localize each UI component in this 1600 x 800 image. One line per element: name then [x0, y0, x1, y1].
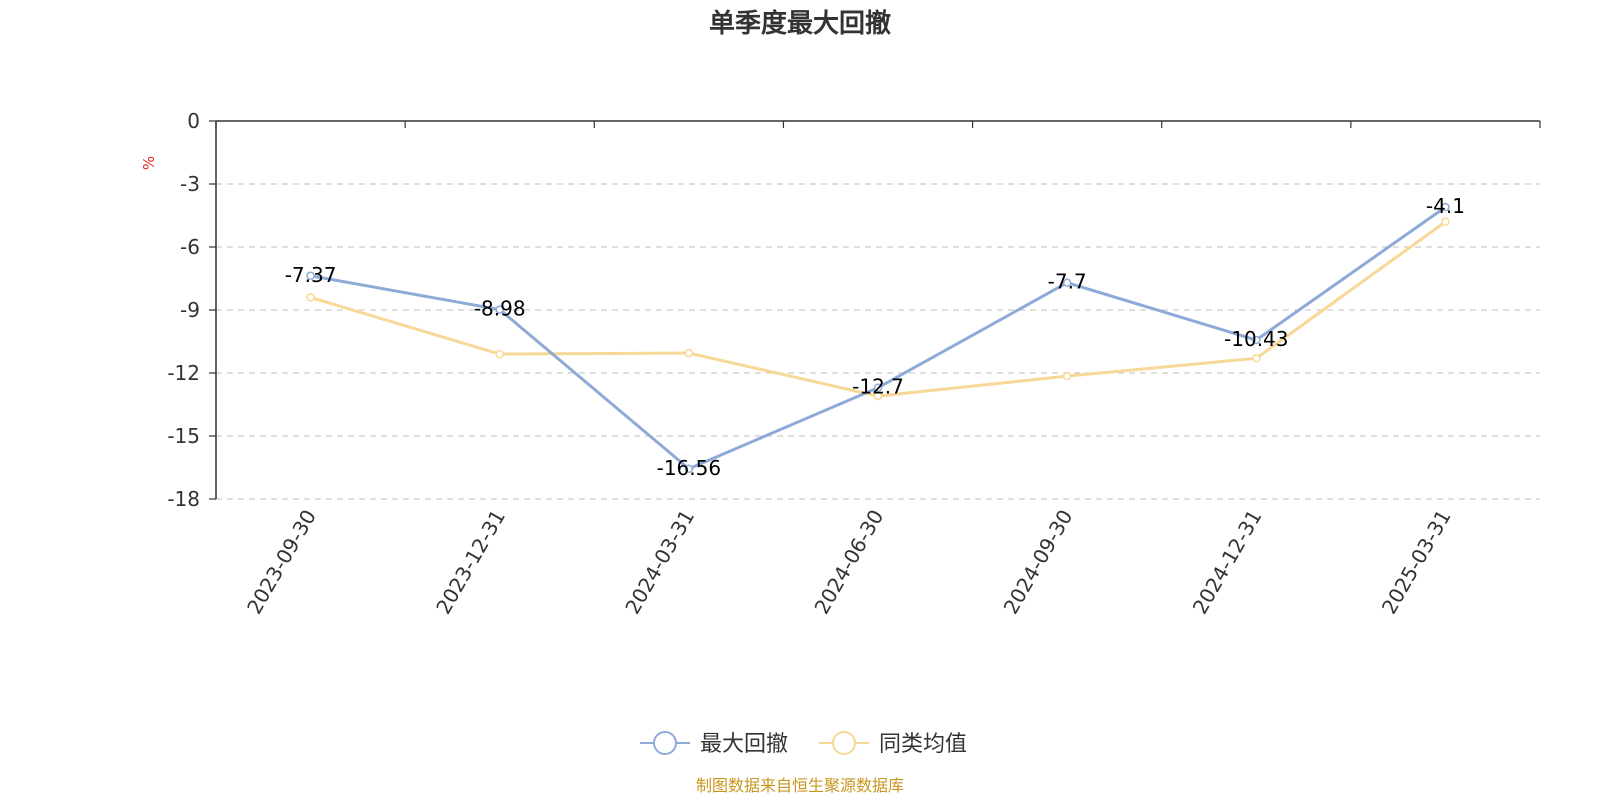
data-label: -12.7: [852, 375, 904, 399]
data-label: -7.7: [1048, 270, 1087, 294]
x-tick-label: 2025-03-31: [1377, 506, 1456, 619]
legend-label: 最大回撤: [700, 732, 788, 757]
data-point: [873, 383, 883, 392]
data-label: -10.43: [1224, 327, 1288, 351]
x-tick-label: 2023-09-30: [242, 506, 321, 619]
y-tick-label: -9: [180, 298, 200, 322]
source-note: 制图数据来自恒生聚源数据库: [696, 776, 904, 795]
series-lines: [306, 202, 1450, 474]
data-label: -16.56: [657, 456, 721, 480]
data-label: -8.98: [474, 297, 526, 321]
y-tick-label: -12: [167, 361, 200, 385]
data-point: [306, 271, 315, 281]
data-point: [495, 349, 504, 359]
x-tick-label: 2023-12-31: [431, 506, 510, 619]
x-tick-label: 2024-03-31: [620, 506, 699, 619]
data-labels: -7.37 -8.98 -16.56 -12.7 -7.7 -10.43 -4.1: [285, 194, 1465, 480]
data-point: [1062, 371, 1072, 381]
y-tick-label: -18: [167, 487, 200, 511]
data-point: [684, 464, 694, 474]
data-point: [1441, 202, 1450, 212]
data-label: -7.37: [285, 263, 337, 287]
data-label: -4.1: [1426, 194, 1465, 218]
x-tick-label: 2024-06-30: [809, 506, 888, 619]
y-tick-label: -3: [180, 172, 200, 196]
data-point: [306, 293, 315, 302]
legend-item[interactable]: 最大回撤: [640, 731, 788, 757]
y-tick-label: -15: [167, 424, 200, 448]
legend-marker-icon: [832, 731, 856, 755]
data-point: [684, 348, 694, 358]
grid-lines: [216, 183, 1540, 500]
data-point: [1252, 335, 1261, 345]
legend-marker-icon: [653, 731, 677, 755]
legend[interactable]: 最大回撤 同类均值: [640, 731, 967, 757]
chart-title: 单季度最大回撤: [709, 8, 891, 39]
x-tick-label: 2024-12-31: [1188, 506, 1267, 619]
y-tick-label: -6: [180, 235, 200, 259]
data-point: [1252, 354, 1261, 363]
data-point: [1062, 278, 1072, 287]
x-tick-label: 2024-09-30: [999, 506, 1078, 619]
legend-item[interactable]: 同类均值: [819, 731, 967, 757]
legend-label: 同类均值: [879, 732, 967, 757]
data-point: [873, 391, 883, 401]
data-point: [495, 305, 504, 314]
y-axis-unit: %: [140, 156, 158, 170]
y-tick-label: 0: [187, 109, 200, 133]
data-point: [1441, 217, 1450, 227]
axes: 0 -3 -6 -9 -12 -15 -18 2023-09-30 2023-12-31 2024…: [167, 109, 1541, 619]
